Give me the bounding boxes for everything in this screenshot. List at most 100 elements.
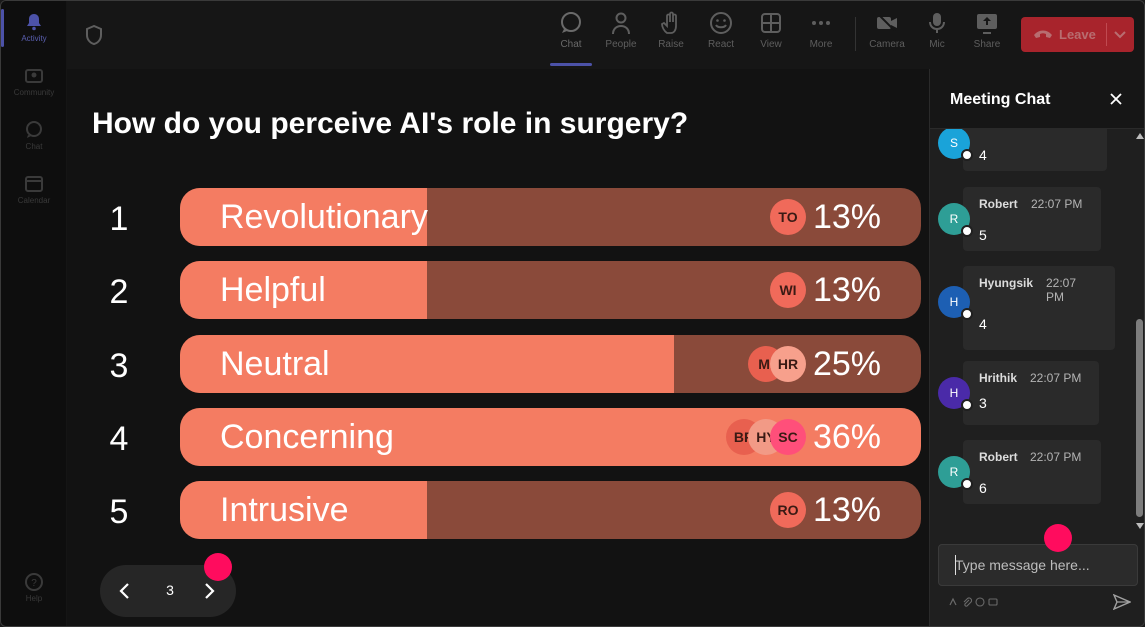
scroll-up-arrow[interactable] — [1136, 133, 1144, 139]
chat-message: Hyungsik 22:07 PM 4 H — [938, 266, 1128, 350]
format-icon[interactable] — [948, 597, 958, 607]
option-percentage: 13% — [812, 271, 881, 310]
message-time: 22:07 PM — [1046, 276, 1077, 304]
poll-option-row[interactable]: 3 Neutral MI HR 25% — [67, 334, 929, 393]
option-label: Revolutionary — [220, 198, 428, 236]
message-time: 22:07 PM — [1030, 450, 1082, 464]
voter-avatar: WI — [770, 272, 806, 309]
chat-button-label: Chat — [560, 39, 582, 50]
app-rail: Activity Community Chat Calendar ? Help — [1, 1, 67, 626]
share-button[interactable]: Share — [964, 11, 1010, 50]
chat-icon — [561, 12, 581, 33]
leave-button-label: Leave — [1059, 27, 1096, 42]
raise-button-label: Raise — [658, 39, 684, 50]
option-label: Neutral — [220, 344, 330, 383]
option-percentage: 25% — [812, 344, 881, 383]
option-bar: Concerning BR HY SC 36% — [180, 407, 921, 466]
svg-text:?: ? — [31, 578, 37, 589]
chat-scrollbar[interactable] — [1133, 129, 1144, 535]
option-bar: Intrusive RO 13% — [180, 481, 921, 540]
presence-status — [961, 225, 973, 237]
camera-button-label: Camera — [869, 39, 905, 50]
scroll-thumb[interactable] — [1136, 319, 1143, 517]
option-percentage: 13% — [812, 491, 881, 530]
rail-active-indicator — [1, 9, 4, 47]
chat-button[interactable]: Chat — [548, 11, 594, 50]
rail-item-calendar[interactable]: Calendar — [5, 175, 63, 205]
rail-item-label: Calendar — [17, 196, 51, 205]
chevron-left-icon[interactable] — [118, 582, 132, 600]
hand-icon — [661, 11, 677, 34]
pointer-indicator — [204, 553, 232, 581]
voter-avatar: RO — [770, 492, 806, 529]
mic-icon — [929, 13, 945, 33]
voter-avatars: TO — [770, 199, 806, 235]
message-text: 4 — [979, 147, 987, 163]
hang-up-icon — [1034, 30, 1052, 38]
chevron-right-icon[interactable] — [202, 582, 216, 600]
view-button-label: View — [760, 39, 782, 50]
chat-messages[interactable]: 4 S Robert 22:07 PM 5 R Hyungsik 22:07 PM 4 H Hrit… — [930, 129, 1134, 529]
poll-question: How do you perceive AI's role in surgery… — [92, 107, 689, 140]
voter-avatars: BR HY SC — [726, 418, 806, 455]
share-button-label: Share — [973, 39, 1001, 50]
react-button[interactable]: React — [698, 11, 744, 50]
attach-icon[interactable] — [962, 597, 972, 607]
shield-icon[interactable] — [85, 25, 103, 45]
presence-status — [961, 308, 973, 320]
chat-icon — [26, 121, 42, 138]
rail-item-chat[interactable]: Chat — [5, 121, 63, 151]
rail-item-label: Help — [25, 594, 43, 603]
poll-option-row[interactable]: 2 Helpful WI 13% — [67, 261, 929, 320]
presence-status — [961, 399, 973, 411]
chat-message: Robert 22:07 PM 5 R — [938, 187, 1128, 251]
poll-option-row[interactable]: 4 Concerning BR HY SC 36% — [67, 407, 929, 466]
rail-item-help[interactable]: ? Help — [5, 573, 63, 603]
rail-item-activity[interactable]: Activity — [5, 13, 63, 43]
mic-button[interactable]: Mic — [914, 11, 960, 50]
option-label: Intrusive — [220, 491, 349, 530]
message-text: 6 — [979, 480, 987, 496]
voter-avatar: SC — [770, 418, 806, 455]
rail-item-label: Community — [13, 88, 55, 97]
option-label: Helpful — [220, 271, 326, 310]
people-button[interactable]: People — [598, 11, 644, 50]
rail-item-community[interactable]: Community — [5, 67, 63, 97]
poll-option-row[interactable]: 1 Revolutionary TO 13% — [67, 188, 929, 246]
option-bar: Helpful WI 13% — [180, 261, 921, 320]
option-label: Concerning — [220, 417, 394, 456]
message-text: 5 — [979, 227, 987, 243]
toolbar-divider — [855, 17, 856, 51]
option-number: 5 — [109, 493, 129, 532]
option-number: 3 — [109, 346, 129, 385]
leave-divider — [1106, 23, 1107, 46]
people-button-label: People — [605, 39, 637, 50]
poll-option-row[interactable]: 5 Intrusive RO 13% — [67, 481, 929, 540]
camera-off-icon — [877, 13, 897, 33]
more-button[interactable]: More — [798, 11, 844, 50]
emoji-icon[interactable] — [975, 597, 985, 607]
chat-tab-indicator — [550, 63, 592, 66]
page-number: 3 — [166, 582, 174, 598]
camera-button[interactable]: Camera — [864, 11, 910, 50]
share-screen-icon — [977, 14, 997, 34]
option-bar: Revolutionary TO 13% — [180, 188, 921, 246]
option-number: 4 — [109, 419, 129, 458]
raise-hand-button[interactable]: Raise — [648, 11, 694, 50]
send-icon[interactable] — [1113, 594, 1131, 610]
gif-icon[interactable] — [988, 597, 998, 607]
meeting-toolbar: Chat People Raise React View More Camera — [67, 1, 1144, 69]
view-button[interactable]: View — [748, 11, 794, 50]
chat-message-input[interactable] — [938, 544, 1138, 586]
option-number: 1 — [109, 200, 129, 238]
close-icon[interactable] — [1108, 91, 1124, 107]
scroll-down-arrow[interactable] — [1136, 523, 1144, 529]
option-bar-fill — [180, 481, 427, 540]
message-bubble: 4 — [963, 129, 1107, 171]
option-bar-fill — [180, 188, 427, 246]
voter-avatars: MI HR — [748, 345, 806, 382]
leave-button[interactable]: Leave — [1021, 17, 1134, 52]
meeting-chat-panel: Meeting Chat 4 S Robert 22:07 PM 5 R Hyungsik 2… — [929, 69, 1144, 626]
chevron-down-icon[interactable] — [1113, 28, 1127, 40]
